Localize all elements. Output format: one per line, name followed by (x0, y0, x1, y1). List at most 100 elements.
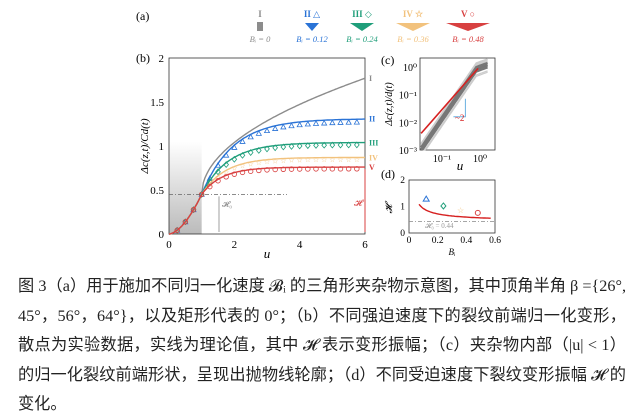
data-point-diamond (264, 145, 270, 153)
caption-text: 图 3（a）用于施加不同归一化速度 𝓑ᵢ 的三角形夹杂物示意图，其中顶角半角 β… (18, 277, 626, 413)
data-point-triangle (353, 118, 361, 125)
x-tick-label: 6 (362, 239, 368, 251)
y-tick-label: 0.5 (150, 185, 164, 197)
data-point-star: ☆ (264, 158, 270, 166)
x-axis-label: Bᵢ (449, 247, 456, 257)
y-tick-label: 10⁻² (399, 118, 417, 129)
legend-id-III: III ◇ (352, 9, 372, 19)
triangle-inclusion-icon (396, 23, 430, 31)
legend-label: Bᵢ = 0.36 (397, 34, 429, 44)
x-tick-label: 10⁻¹ (433, 154, 451, 165)
data-point-star: ☆ (215, 174, 221, 182)
data-point-triangle (231, 144, 238, 150)
data-point-circle (215, 178, 221, 184)
data-point-star: ☆ (248, 160, 254, 168)
x-tick-label: 2 (232, 239, 238, 251)
data-point-star: ☆ (297, 156, 303, 164)
data-point-star: ☆ (329, 156, 335, 164)
panel-label-a: (a) (136, 9, 149, 23)
data-point-triangle (263, 127, 271, 134)
y-axis-label: 𝓗 (384, 201, 395, 214)
data-point-diamond (337, 141, 344, 149)
data-point-star: ☆ (321, 156, 327, 164)
data-point-triangle (329, 119, 336, 126)
y-tick-label: 10⁻³ (399, 146, 417, 157)
x-tick-label: 0.2 (432, 236, 444, 246)
data-point-diamond (321, 141, 327, 149)
H0-label: 𝓗₀ (222, 200, 232, 209)
legend: I Bᵢ = 0 II △ Bᵢ = 0.12 III ◇ Bᵢ = 0.24 IV ☆ Bᵢ… (250, 9, 490, 44)
data-point-triangle (337, 119, 344, 125)
data-point-diamond (354, 141, 360, 149)
data-point-star: ☆ (305, 156, 311, 164)
data-point-triangle (214, 161, 222, 168)
slope-triangle (453, 98, 466, 118)
panel-b: 0 2 4 600.511.52uΔc(z,t)/Cd(t)IIIIIIIV☆☆☆☆☆… (139, 53, 378, 261)
data-point-circle (223, 174, 229, 180)
x-tick-label: 0 (407, 236, 412, 246)
data-point-circle (239, 169, 246, 176)
data-point-circle (231, 171, 238, 177)
x-tick-label: 10⁰ (473, 154, 487, 165)
panel-label-d: (d) (381, 167, 395, 181)
data-point-circle (280, 166, 287, 172)
curve-label-V: V (369, 163, 375, 172)
x-tick-label: 0.6 (489, 236, 501, 246)
data-point-circle (313, 166, 319, 172)
experimental-profile (420, 63, 488, 150)
panel-d: 𝓗₀ = 0.44☆ 0 0.2 0.4 0.6 0 1 2 Bᵢ 𝓗 (384, 176, 501, 257)
experimental-profile (420, 61, 488, 148)
data-point-circle (354, 166, 360, 172)
curve-label-II: II (369, 115, 375, 124)
data-point-diamond (272, 144, 278, 152)
legend-label: Bᵢ = 0.48 (452, 34, 484, 44)
data-point-circle (272, 166, 278, 173)
triangle-inclusion-icon (305, 23, 319, 31)
x-axis-label: u (264, 246, 271, 261)
data-point-diamond (305, 142, 311, 150)
data-point-star: ☆ (346, 156, 352, 164)
data-point-circle (321, 166, 327, 172)
data-point-triangle (422, 195, 431, 202)
data-point-diamond (345, 141, 352, 149)
data-point-circle (305, 166, 311, 172)
data-point-triangle (280, 123, 287, 130)
data-point-star: ☆ (354, 156, 360, 164)
y-axis-label: Δc(z,t)/Cd(t) (139, 118, 151, 174)
y-axis-label: Δc(z,t)/d(t) (384, 82, 395, 127)
data-point-star: ☆ (272, 157, 278, 165)
data-point-triangle (247, 133, 254, 140)
panel-label-c: (c) (381, 53, 394, 67)
data-point-star: ☆ (337, 156, 343, 164)
curve-label-IV: IV (369, 153, 378, 162)
plot-frame (419, 57, 496, 151)
data-point-diamond (231, 155, 238, 163)
plot-frame (168, 57, 366, 235)
data-point-diamond (256, 147, 262, 154)
data-point-diamond (296, 142, 303, 150)
x-tick-label: 0 (166, 239, 172, 251)
data-point-circle (182, 219, 189, 225)
data-point-diamond (288, 142, 295, 150)
data-point-circle (337, 166, 344, 172)
theory-curve-V (168, 166, 365, 235)
data-point-circle (174, 227, 180, 233)
panel-label-b: (b) (136, 51, 150, 65)
data-point-star: ☆ (231, 165, 237, 173)
H-label: 𝓗 (354, 198, 365, 208)
experimental-profile (421, 70, 488, 151)
legend-label: Bᵢ = 0.24 (346, 34, 378, 44)
data-point-diamond (215, 168, 221, 176)
data-point-triangle (288, 122, 295, 129)
y-tick-label: 0 (400, 229, 405, 239)
data-point-circle (329, 166, 336, 172)
data-point-triangle (304, 120, 312, 127)
x-axis-label: u (457, 158, 464, 173)
legend-id-IV: IV ☆ (403, 9, 424, 19)
data-point-triangle (312, 120, 320, 126)
curve-label-I: I (369, 74, 372, 83)
triangle-inclusion-icon (446, 23, 490, 31)
data-point-star: ☆ (239, 162, 245, 170)
experimental-profile (421, 71, 488, 151)
